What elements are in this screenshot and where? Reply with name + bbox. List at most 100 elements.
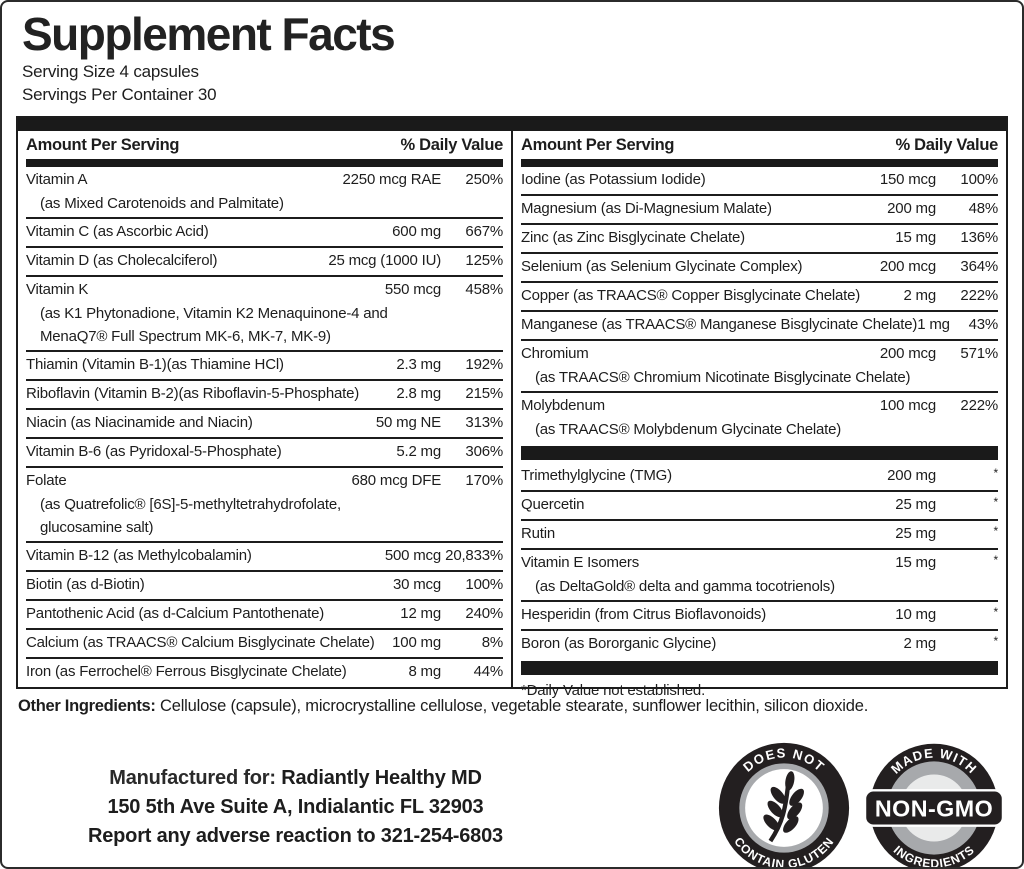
servings-per-container-text: Servings Per Container 30: [22, 85, 217, 105]
row-main-line: Iodine (as Potassium Iodide) 150 mcg 100%: [521, 168, 998, 192]
ingredient-daily-value: *: [993, 523, 999, 538]
ingredient-daily-value: 100%: [465, 575, 503, 593]
table-columns: Amount Per Serving % Daily Value Vitamin…: [18, 130, 1006, 699]
ingredient-name: Quercetin: [521, 495, 585, 513]
adverse-reaction-line: Report any adverse reaction to 321-254-6…: [88, 825, 503, 848]
ingredient-name: Vitamin D (as Cholecalciferol): [26, 251, 218, 269]
table-row: Vitamin E Isomers 15 mg * (as DeltaGold® de…: [521, 550, 998, 602]
ingredient-amount: 1 mg: [917, 315, 950, 333]
column-header: Amount Per Serving % Daily Value: [521, 131, 998, 159]
ingredient-amount: 2.3 mg: [396, 355, 441, 373]
row-main-line: Pantothenic Acid (as d-Calcium Pantothen…: [26, 602, 503, 626]
ingredient-source-line: (as Mixed Carotenoids and Palmitate): [40, 194, 284, 212]
ingredient-daily-value: 313%: [465, 413, 503, 431]
ingredient-name: Copper (as TRAACS® Copper Bisglycinate C…: [521, 286, 861, 304]
table-row: Thiamin (Vitamin B-1)(as Thiamine HCl) 2.…: [26, 352, 503, 381]
ingredient-daily-value: 364%: [960, 257, 998, 275]
ingredient-name: Thiamin (Vitamin B-1)(as Thiamine HCl): [26, 355, 284, 373]
ingredient-amount: 2 mg: [903, 286, 936, 304]
row-main-line: Selenium (as Selenium Glycinate Complex)…: [521, 255, 998, 279]
table-row: Calcium (as TRAACS® Calcium Bisglycinate…: [26, 630, 503, 659]
table-row: Vitamin B-6 (as Pyridoxal-5-Phosphate) 5.…: [26, 439, 503, 468]
row-main-line: Copper (as TRAACS® Copper Bisglycinate C…: [521, 284, 998, 308]
gluten-free-badge: DOES NOT CONTAIN GLUTEN: [716, 740, 852, 867]
ingredient-amount: 25 mg: [895, 495, 936, 513]
table-row: Vitamin A 2250 mcg RAE 250% (as Mixed Carot…: [26, 167, 503, 219]
footer: Manufactured for: Radiantly Healthy MD 1…: [16, 740, 1008, 867]
table-row: Vitamin B-12 (as Methylcobalamin) 500 mcg…: [26, 543, 503, 572]
ingredient-amount: 200 mcg: [879, 257, 936, 275]
ingredient-daily-value: *: [993, 494, 999, 509]
ingredient-amount: 25 mg: [895, 524, 936, 542]
ingredient-amount: 30 mcg: [393, 575, 441, 593]
other-ingredients-label: Other Ingredients:: [18, 696, 156, 715]
table-row: Folate 680 mcg DFE 170% (as Quatrefolic® [6…: [26, 468, 503, 543]
right-rows: Iodine (as Potassium Iodide) 150 mcg 100% M…: [521, 167, 998, 658]
table-row: Vitamin D (as Cholecalciferol) 25 mcg (10…: [26, 248, 503, 277]
table-row: Zinc (as Zinc Bisglycinate Chelate) 15 mg…: [521, 225, 998, 254]
ingredient-name: Vitamin A: [26, 170, 88, 188]
manufacturer-name: Radiantly Healthy MD: [281, 767, 482, 790]
daily-value-header: % Daily Value: [895, 135, 999, 154]
table-row: Quercetin 25 mg *: [521, 492, 998, 521]
facts-column-left: Amount Per Serving % Daily Value Vitamin…: [18, 131, 511, 687]
row-main-line: Niacin (as Niacinamide and Niacin) 50 mg …: [26, 411, 503, 435]
ingredient-amount: 200 mg: [887, 466, 936, 484]
table-top-bar: [18, 117, 1006, 131]
ingredient-amount: 200 mcg: [879, 344, 936, 362]
ingredient-daily-value: 125%: [465, 251, 503, 269]
ingredient-amount: 500 mcg: [384, 546, 441, 564]
table-row: Biotin (as d-Biotin) 30 mcg 100%: [26, 572, 503, 601]
ingredient-name: Selenium (as Selenium Glycinate Complex): [521, 257, 803, 275]
ingredient-daily-value: 571%: [960, 344, 998, 362]
row-main-line: Magnesium (as Di-Magnesium Malate) 200 mg…: [521, 197, 998, 221]
row-main-line: Vitamin K 550 mcg 458%: [26, 278, 503, 302]
table-row: Rutin 25 mg *: [521, 521, 998, 550]
ingredient-amount: 50 mg NE: [375, 413, 441, 431]
table-row: Iodine (as Potassium Iodide) 150 mcg 100%: [521, 167, 998, 196]
ingredient-daily-value: *: [993, 604, 999, 619]
row-main-line: Vitamin E Isomers 15 mg *: [521, 551, 998, 575]
row-main-line: Boron (as Bororganic Glycine) 2 mg *: [521, 632, 998, 656]
ingredient-daily-value: 100%: [960, 170, 998, 188]
ingredient-source-line: glucosamine salt): [40, 518, 154, 536]
table-row: Vitamin K 550 mcg 458% (as K1 Phytonadione,…: [26, 277, 503, 352]
table-row: Hesperidin (from Citrus Bioflavonoids) 10…: [521, 602, 998, 631]
ingredient-name: Vitamin B-12 (as Methylcobalamin): [26, 546, 252, 564]
ingredient-amount: 550 mcg: [384, 280, 441, 298]
manufactured-for-line: Manufactured for: Radiantly Healthy MD: [88, 764, 503, 793]
ingredient-name: Trimethylglycine (TMG): [521, 466, 672, 484]
ingredient-daily-value: 240%: [465, 604, 503, 622]
ingredient-source-line: (as K1 Phytonadione, Vitamin K2 Menaquin…: [40, 304, 388, 322]
daily-value-header: % Daily Value: [400, 135, 504, 154]
header-divider-bar: [26, 158, 503, 167]
ingredient-daily-value: *: [993, 633, 999, 648]
ingredient-daily-value: 222%: [960, 286, 998, 304]
manufactured-for-label: Manufactured for:: [109, 767, 276, 790]
table-row: Niacin (as Niacinamide and Niacin) 50 mg …: [26, 410, 503, 439]
non-gmo-band: [864, 788, 1004, 827]
table-row: Magnesium (as Di-Magnesium Malate) 200 mg…: [521, 196, 998, 225]
table-row: Copper (as TRAACS® Copper Bisglycinate C…: [521, 283, 998, 312]
row-main-line: Chromium 200 mcg 571%: [521, 342, 998, 366]
facts-table: Amount Per Serving % Daily Value Vitamin…: [16, 115, 1008, 699]
ingredient-name: Vitamin B-6 (as Pyridoxal-5-Phosphate): [26, 442, 282, 460]
ingredient-name: Riboflavin (Vitamin B-2)(as Riboflavin-5…: [26, 384, 360, 402]
ingredient-name: Vitamin C (as Ascorbic Acid): [26, 222, 209, 240]
ingredient-amount: 600 mg: [392, 222, 441, 240]
page-title: Supplement Facts: [22, 8, 396, 60]
ingredient-amount: 100 mg: [392, 633, 441, 651]
ingredient-daily-value: 136%: [960, 228, 998, 246]
ingredient-amount: 25 mcg (1000 IU): [328, 251, 441, 269]
row-main-line: Folate 680 mcg DFE 170%: [26, 469, 503, 493]
row-main-line: Rutin 25 mg *: [521, 522, 998, 546]
row-main-line: Vitamin A 2250 mcg RAE 250%: [26, 168, 503, 192]
column-header: Amount Per Serving % Daily Value: [26, 131, 503, 159]
ingredient-source-line: (as TRAACS® Molybdenum Glycinate Chelate…: [535, 420, 842, 438]
ingredient-name: Hesperidin (from Citrus Bioflavonoids): [521, 605, 766, 623]
ingredient-name: Magnesium (as Di-Magnesium Malate): [521, 199, 772, 217]
wheat-icon: [763, 770, 804, 842]
ingredient-name: Iron (as Ferrochel® Ferrous Bisglycinate…: [26, 662, 347, 680]
ingredient-name: Boron (as Bororganic Glycine): [521, 634, 717, 652]
ingredient-daily-value: 192%: [465, 355, 503, 373]
